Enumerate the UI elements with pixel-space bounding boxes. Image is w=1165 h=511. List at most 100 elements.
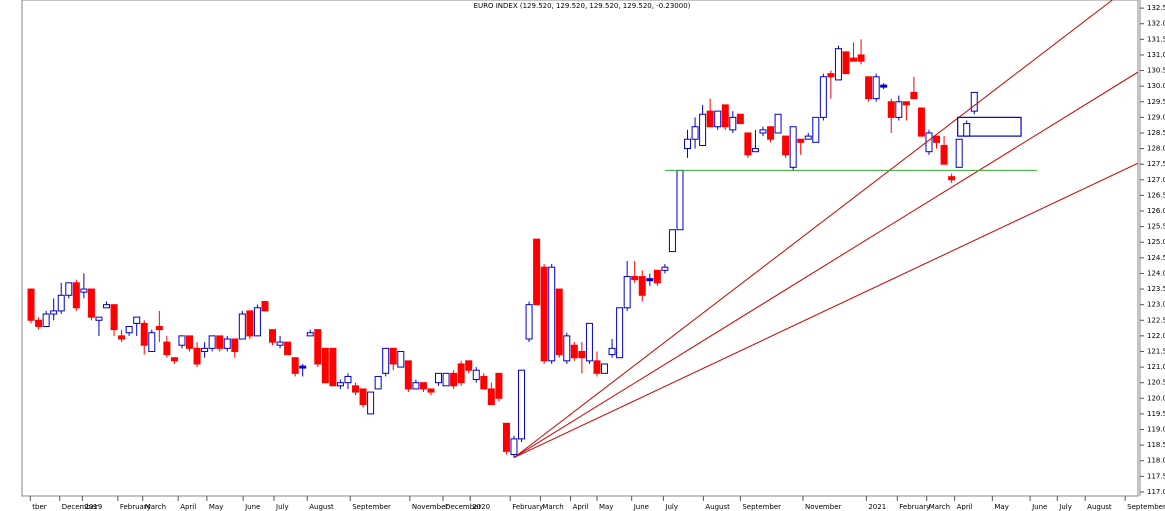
plot-area: [27, 0, 1138, 459]
candle-body: [518, 369, 526, 440]
candle-body: [767, 126, 775, 140]
candle-body: [593, 360, 601, 374]
x-tick-label: 2020: [472, 503, 490, 511]
candle-body: [140, 322, 148, 346]
candle-body: [284, 341, 292, 356]
y-tick-label: 120.0: [1147, 394, 1165, 402]
x-tick-label: September: [352, 503, 391, 511]
candle-body: [435, 372, 443, 384]
candle-body: [344, 375, 352, 384]
candle-body: [729, 116, 737, 131]
y-tick-label: 132.0: [1147, 20, 1165, 28]
candle-body: [963, 123, 971, 137]
candle-body: [72, 282, 80, 309]
x-tick-label: December: [445, 503, 481, 511]
candle-body: [502, 422, 510, 452]
candle-body: [170, 357, 178, 362]
candle-body: [563, 335, 571, 362]
y-tick-label: 126.0: [1147, 207, 1165, 215]
x-tick-label: July: [664, 503, 678, 511]
x-tick-label: June: [1031, 503, 1047, 511]
candle-body: [940, 144, 948, 165]
candle-body: [419, 382, 427, 390]
candle-body: [653, 269, 661, 284]
candle-body: [95, 316, 103, 321]
candle-body: [548, 266, 556, 362]
candle-body: [933, 135, 941, 143]
candle-body: [631, 276, 639, 281]
y-tick-label: 128.5: [1147, 129, 1165, 137]
y-tick-label: 121.5: [1147, 347, 1165, 355]
candle-body: [850, 57, 858, 62]
candle-body: [751, 148, 759, 153]
candle-body: [231, 338, 239, 352]
candle-body: [186, 335, 194, 349]
y-tick-label: 124.0: [1147, 269, 1165, 277]
candle-body: [525, 304, 533, 340]
candle-body: [291, 357, 299, 374]
candle-body: [668, 229, 676, 253]
candle-body: [902, 101, 910, 106]
candle-body: [442, 372, 450, 387]
candle-body: [133, 316, 141, 324]
candle-body: [623, 276, 631, 309]
y-tick-label: 117.0: [1147, 488, 1165, 496]
candle-body: [646, 278, 654, 282]
candle-body: [684, 138, 692, 150]
candle-body: [774, 113, 782, 134]
candle-body: [510, 438, 518, 455]
candle-body: [917, 107, 925, 137]
candle-body: [857, 54, 865, 62]
y-tick-label: 118.0: [1147, 457, 1165, 465]
x-tick-label: December: [62, 503, 98, 511]
y-tick-label: 127.5: [1147, 160, 1165, 168]
y-tick-label: 120.5: [1147, 379, 1165, 387]
x-tick-label: February: [899, 503, 930, 511]
y-tick-label: 129.5: [1147, 98, 1165, 106]
candle-body: [65, 282, 73, 296]
candle-body: [261, 301, 269, 312]
candle-body: [155, 326, 163, 331]
x-tick-label: June: [244, 503, 260, 511]
candle-body: [457, 363, 465, 384]
candle-body: [35, 319, 43, 328]
trend-line: [513, 0, 1113, 459]
candle-body: [336, 382, 344, 387]
candle-body: [533, 238, 541, 306]
y-tick-label: 122.0: [1147, 332, 1165, 340]
y-tick-label: 130.5: [1147, 67, 1165, 75]
y-tick-label: 123.5: [1147, 285, 1165, 293]
candle-body: [834, 48, 842, 81]
candle-body: [57, 294, 65, 312]
candle-body: [359, 388, 367, 406]
candle-body: [676, 169, 684, 231]
x-tick-label: November: [805, 503, 842, 511]
candle-body: [27, 288, 35, 321]
candle-body: [691, 126, 699, 140]
x-tick-label: May: [209, 503, 223, 511]
candle-body: [80, 288, 88, 293]
candle-body: [50, 310, 58, 315]
candle-body: [578, 350, 586, 359]
candle-body: [955, 138, 963, 168]
y-tick-label: 129.0: [1147, 113, 1165, 121]
candle-body: [608, 347, 616, 356]
candle-body: [110, 304, 118, 331]
candle-body: [465, 360, 473, 371]
candle-body: [736, 113, 744, 125]
annotation-box: [957, 116, 1022, 137]
x-tick-label: April: [573, 503, 589, 511]
candle-body: [948, 176, 956, 181]
candle-body: [887, 101, 895, 118]
x-tick-label: 2019: [84, 503, 102, 511]
y-tick-label: 125.0: [1147, 238, 1165, 246]
x-tick-label: March: [145, 503, 166, 511]
x-tick-label: March: [542, 503, 563, 511]
x-tick-label: tber: [32, 503, 46, 511]
x-tick-label: May: [599, 503, 613, 511]
candle-body: [223, 338, 231, 349]
x-tick-label: August: [309, 503, 334, 511]
x-tick-label: February: [120, 503, 151, 511]
candle-body: [269, 329, 277, 343]
candle-body: [253, 307, 261, 337]
